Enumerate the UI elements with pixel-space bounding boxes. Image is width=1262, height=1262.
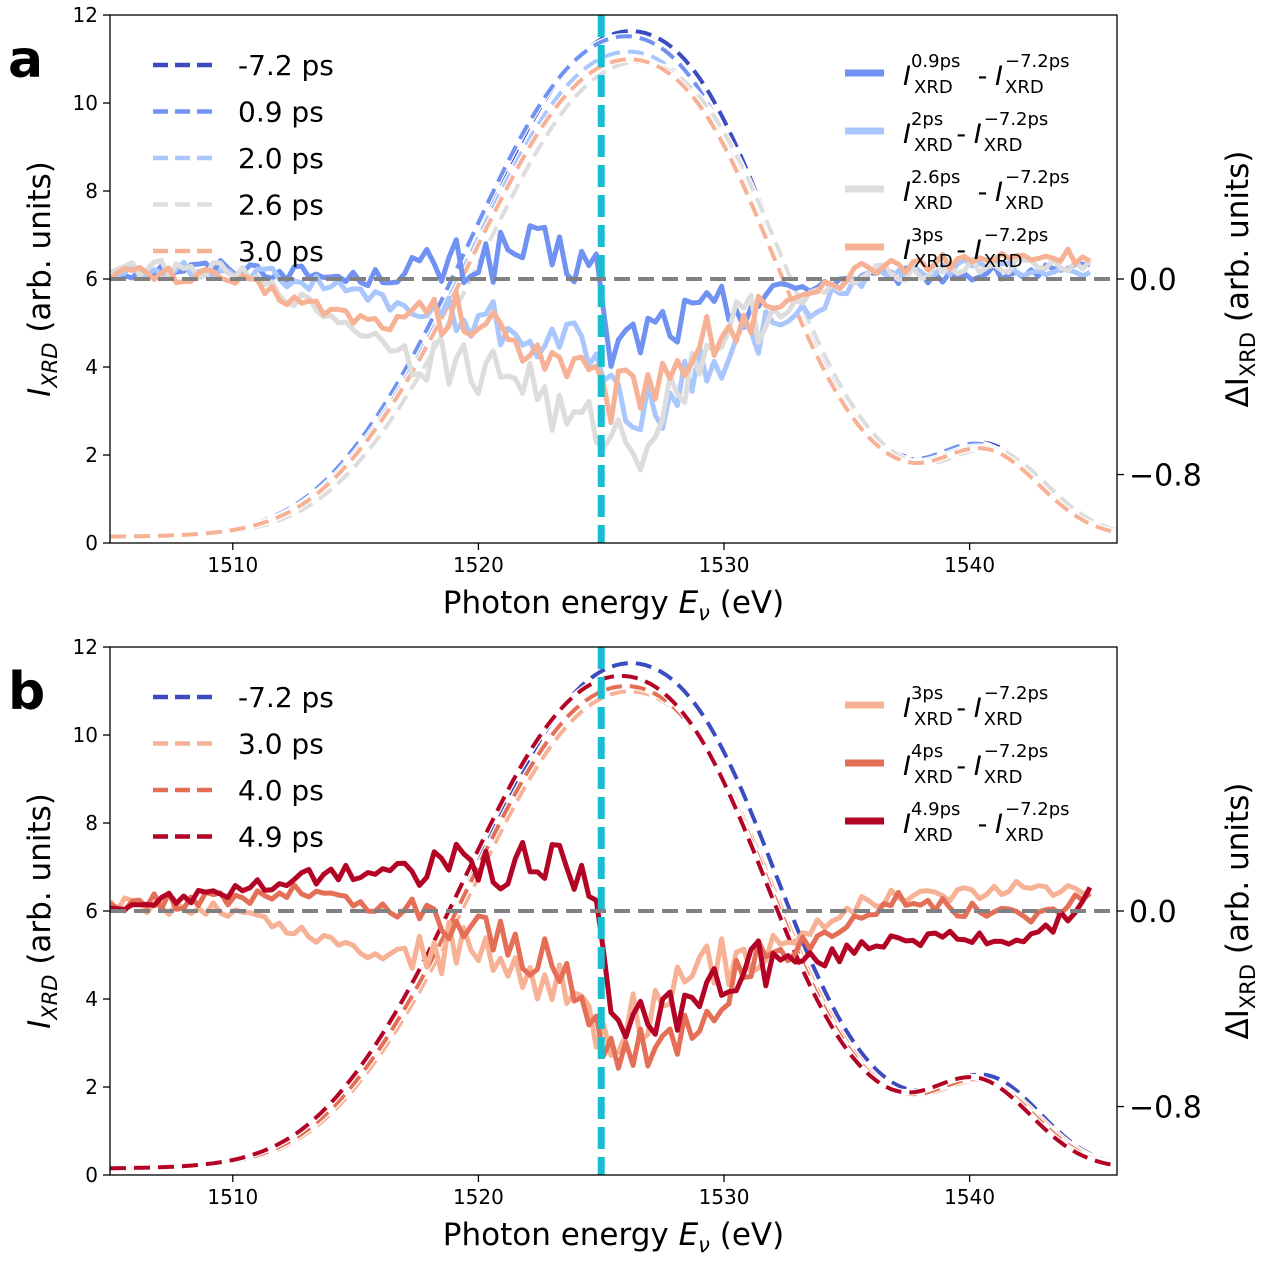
- y2-axis-label: ΔIXRD (arb. units): [1220, 783, 1260, 1040]
- legend-label: I4ps XRD - I −7.2ps XRD: [903, 741, 1048, 788]
- x-tick-label: 1530: [699, 1185, 750, 1209]
- difference-line-4ps: [110, 882, 1092, 1071]
- legend-label: I2ps XRD - I −7.2ps XRD: [903, 109, 1048, 156]
- legend-label: 2.0 ps: [238, 142, 324, 175]
- y-tick-label: 10: [73, 723, 98, 747]
- x-tick-label: 1510: [207, 1185, 258, 1209]
- spectrum-line-3-0-ps: [110, 57, 1117, 539]
- legend-label: 2.6 ps: [238, 189, 324, 222]
- legend-label: 4.0 ps: [238, 774, 324, 807]
- legend-label: I2.6ps XRD - I −7.2ps XRD: [903, 167, 1070, 214]
- x-tick-label: 1540: [944, 553, 995, 577]
- plot-area: [110, 647, 1117, 1175]
- y-tick-label: 4: [85, 355, 98, 379]
- legend-differences: I0.9ps XRD - I −7.2ps XRD I2ps XRD - I −7.2ps X…: [845, 51, 1070, 272]
- legend-label: 3.0 ps: [238, 728, 324, 761]
- y-tick-label: 0: [85, 531, 98, 555]
- x-tick-label: 1520: [453, 1185, 504, 1209]
- panel-b: 1510 1520 1530 1540 0 2 4 6 8 10 12 0.0 −0.8 Photon e…: [8, 635, 1260, 1257]
- y-tick-label: 2: [85, 443, 98, 467]
- legend-label: -7.2 ps: [238, 681, 334, 714]
- legend-label: I3ps XRD - I −7.2ps XRD: [903, 683, 1048, 730]
- legend-label: 3.0 ps: [238, 235, 324, 268]
- y-tick-label: 0: [85, 1163, 98, 1187]
- y-tick-label: 6: [85, 899, 98, 923]
- legend-label: I3ps XRD - I −7.2ps XRD: [903, 225, 1048, 272]
- spectrum-line-4-9-ps: [110, 673, 1117, 1171]
- y2-tick-label: 0.0: [1129, 263, 1177, 298]
- plot-area: [110, 15, 1117, 543]
- panel-a: 1510 1520 1530 1540 0 2 4 6 8 10 12 0.0 −0.8 Photon e…: [8, 3, 1260, 625]
- y2-axis-label: ΔIXRD (arb. units): [1220, 151, 1260, 408]
- x-tick-label: 1510: [207, 553, 258, 577]
- y-tick-label: 12: [73, 635, 98, 659]
- legend-label: 0.9 ps: [238, 96, 324, 129]
- y-axis-label: IXRD (arb. units): [22, 161, 62, 397]
- x-tick-label: 1530: [699, 553, 750, 577]
- y-tick-label: 10: [73, 91, 98, 115]
- legend-label: I0.9ps XRD - I −7.2ps XRD: [903, 51, 1070, 98]
- panel-label: b: [8, 662, 45, 722]
- y-tick-label: 8: [85, 811, 98, 835]
- y-tick-label: 2: [85, 1075, 98, 1099]
- y2-tick-label: −0.8: [1129, 1091, 1202, 1126]
- difference-line-0-9ps: [110, 223, 1091, 369]
- legend-label: 4.9 ps: [238, 821, 324, 854]
- legend-spectra: -7.2 ps 0.9 ps 2.0 ps 2.6 ps 3.0 ps: [153, 49, 334, 268]
- y-tick-label: 8: [85, 179, 98, 203]
- x-tick-label: 1520: [453, 553, 504, 577]
- legend-label: I4.9ps XRD - I −7.2ps XRD: [903, 799, 1070, 846]
- panel-label: a: [8, 30, 43, 90]
- x-axis-label: Photon energy Eν (eV): [443, 1217, 784, 1257]
- y-tick-label: 12: [73, 3, 98, 27]
- x-axis-label: Photon energy Eν (eV): [443, 585, 784, 625]
- y-tick-label: 6: [85, 267, 98, 291]
- legend-label: -7.2 ps: [238, 49, 334, 82]
- y2-tick-label: −0.8: [1129, 459, 1202, 494]
- legend-spectra: -7.2 ps 3.0 ps 4.0 ps 4.9 ps: [153, 681, 334, 854]
- legend-differences: I3ps XRD - I −7.2ps XRD I4ps XRD - I −7.2ps XRD…: [845, 683, 1070, 846]
- y-axis-label: IXRD (arb. units): [22, 793, 62, 1029]
- y2-tick-label: 0.0: [1129, 895, 1177, 930]
- y-tick-label: 4: [85, 987, 98, 1011]
- x-tick-label: 1540: [944, 1185, 995, 1209]
